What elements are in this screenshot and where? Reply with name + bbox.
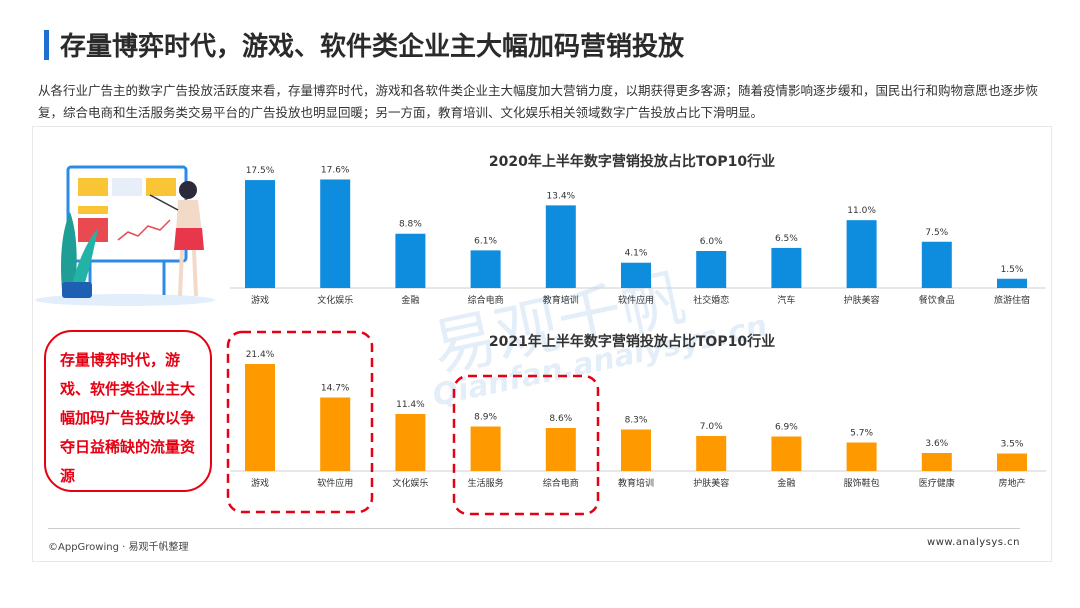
bar-2020-value-label: 7.5% (925, 228, 948, 238)
bar-2020 (846, 220, 877, 288)
bar-2020-category-label: 文化娱乐 (317, 294, 353, 306)
bar-2021-value-label: 6.9% (775, 423, 798, 433)
bar-2021 (245, 364, 275, 471)
bar-2021 (621, 429, 651, 471)
bar-2020-value-label: 17.5% (246, 166, 275, 176)
bar-2020-category-label: 旅游住宿 (994, 294, 1030, 306)
bar-2021 (771, 436, 802, 471)
bar-2021-title: 2021年上半年数字营销投放占比TOP10行业 (489, 333, 775, 350)
bar-2021-value-label: 3.5% (1001, 440, 1024, 450)
bar-2020-title: 2020年上半年数字营销投放占比TOP10行业 (489, 153, 775, 170)
bar-2021-category-label: 护肤美容 (693, 477, 729, 489)
bar-2021-category-label: 文化娱乐 (392, 477, 428, 489)
bar-2020 (320, 179, 351, 288)
bar-2021-category-label: 房地产 (998, 477, 1025, 489)
bar-2021-category-label: 综合电商 (543, 477, 579, 489)
bar-2021-value-label: 7.0% (700, 422, 723, 432)
bar-2021-value-label: 8.6% (549, 414, 572, 424)
title-accent-bar (44, 30, 49, 60)
page-title: 存量博弈时代，游戏、软件类企业主大幅加码营销投放 (60, 32, 685, 62)
bar-2021 (545, 428, 576, 471)
bar-2020-value-label: 11.0% (847, 206, 876, 216)
bar-2020-category-label: 汽车 (777, 294, 795, 306)
bar-2020-category-label: 教育培训 (543, 294, 579, 306)
bar-2021 (846, 442, 877, 471)
bar-2021-value-label: 3.6% (925, 439, 948, 449)
page-description: 从各行业广告主的数字广告投放活跃度来看，存量博弈时代，游戏和各软件类企业主大幅度… (38, 83, 1039, 120)
bar-2020-value-label: 8.8% (399, 220, 422, 230)
bar-2021 (470, 426, 501, 471)
bar-2020-value-label: 13.4% (547, 191, 576, 201)
bar-2021 (696, 436, 727, 471)
bar-2021-category-label: 游戏 (251, 477, 269, 489)
bar-2021-value-label: 14.7% (321, 384, 350, 394)
bar-2020-category-label: 软件应用 (618, 294, 654, 306)
bar-2021 (320, 397, 351, 471)
bar-2021-value-label: 5.7% (850, 429, 873, 439)
bar-2020-value-label: 4.1% (625, 249, 648, 259)
bar-2020 (771, 247, 802, 288)
bar-2020-category-label: 餐饮食品 (919, 294, 955, 306)
bar-2021-value-label: 8.9% (474, 413, 497, 423)
bar-2020 (921, 241, 952, 288)
bar-2021-category-label: 生活服务 (468, 477, 504, 489)
highlight-box-games-software (226, 330, 374, 514)
bar-2020-category-label: 护肤美容 (844, 294, 880, 306)
presentation-illustration-icon (35, 165, 215, 306)
bar-2021 (395, 414, 426, 471)
bar-2021-category-label: 金融 (777, 477, 795, 489)
bar-2021-value-label: 8.3% (625, 416, 648, 426)
chart-2021: 2021年上半年数字营销投放占比TOP10行业 21.4% 游戏 14.7% 软件应用 1… (230, 333, 1046, 489)
bar-2020 (997, 278, 1027, 288)
source-note: ©AppGrowing · 易观千帆整理 (48, 542, 189, 553)
bar-2021 (921, 453, 952, 471)
bar-2021-value-label: 11.4% (396, 400, 425, 410)
bar-2021 (997, 453, 1027, 471)
bar-2020 (621, 262, 651, 288)
bar-2020-value-label: 6.5% (775, 234, 798, 244)
bar-2020-category-label: 社交婚恋 (693, 294, 729, 306)
bar-2020-value-label: 6.1% (474, 236, 497, 246)
bar-2020 (395, 233, 426, 288)
bar-2021-category-label: 软件应用 (317, 477, 353, 489)
bar-2020 (470, 250, 501, 288)
bar-2020-category-label: 综合电商 (468, 294, 504, 306)
callout-text: 存量博弈时代，游戏、软件类企业主大幅加码广告投放以争夺日益稀缺的流量资源 (44, 330, 212, 492)
bar-2020-category-label: 金融 (401, 294, 419, 306)
bar-2021-value-label: 21.4% (246, 350, 275, 360)
bar-2020 (245, 180, 275, 288)
bar-2020-category-label: 游戏 (251, 294, 269, 306)
bar-2020-value-label: 17.6% (321, 165, 350, 175)
bar-2020 (545, 205, 576, 288)
bar-2020-value-label: 1.5% (1001, 265, 1024, 275)
bar-2020-value-label: 6.0% (700, 237, 723, 247)
bar-2020 (696, 251, 727, 288)
bar-2021-category-label: 医疗健康 (919, 477, 955, 489)
website-link[interactable]: www.analysys.cn (927, 537, 1020, 548)
bar-2021-category-label: 服饰鞋包 (844, 477, 880, 489)
footer-divider (48, 528, 1020, 529)
bar-2021-category-label: 教育培训 (618, 477, 654, 489)
chart-2020: 2020年上半年数字营销投放占比TOP10行业 17.5% 游戏 17.6% 文化娱乐 8… (230, 153, 1046, 306)
